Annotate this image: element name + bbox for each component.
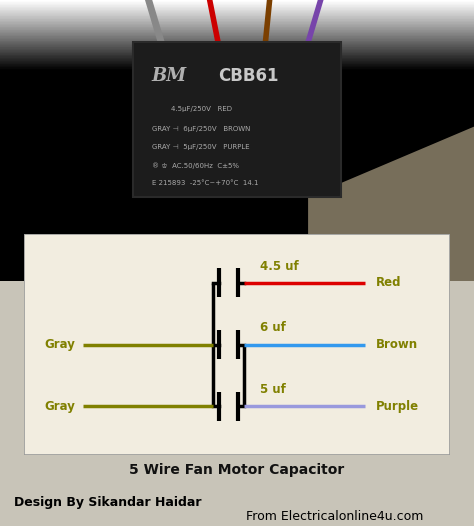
- Text: E 215893  -25°C~+70°C  14.1: E 215893 -25°C~+70°C 14.1: [152, 180, 258, 186]
- Text: 5 uf: 5 uf: [260, 383, 286, 396]
- Text: ® ♔  AC.50/60Hz  C±5%: ® ♔ AC.50/60Hz C±5%: [152, 163, 239, 169]
- Text: 5 Wire Fan Motor Capacitor: 5 Wire Fan Motor Capacitor: [129, 463, 345, 477]
- Text: Brown: Brown: [375, 338, 418, 351]
- Text: Gray: Gray: [44, 338, 75, 351]
- Text: Design By Sikandar Haidar: Design By Sikandar Haidar: [14, 495, 202, 509]
- Polygon shape: [308, 127, 474, 281]
- Text: 4.5μF/250V   RED: 4.5μF/250V RED: [171, 106, 232, 112]
- Text: Red: Red: [375, 276, 401, 289]
- Text: BM: BM: [152, 67, 187, 85]
- Text: Gray: Gray: [44, 400, 75, 413]
- Text: 6 uf: 6 uf: [260, 321, 286, 335]
- Text: 4.5 uf: 4.5 uf: [260, 260, 299, 272]
- Text: GRAY ⊣  5μF/250V   PURPLE: GRAY ⊣ 5μF/250V PURPLE: [152, 145, 249, 150]
- Text: CBB61: CBB61: [218, 67, 279, 85]
- Text: From Electricalonline4u.com: From Electricalonline4u.com: [246, 510, 424, 523]
- Text: GRAY ⊣  6μF/250V   BROWN: GRAY ⊣ 6μF/250V BROWN: [152, 126, 250, 132]
- Bar: [133, 42, 341, 197]
- Text: Purple: Purple: [375, 400, 419, 413]
